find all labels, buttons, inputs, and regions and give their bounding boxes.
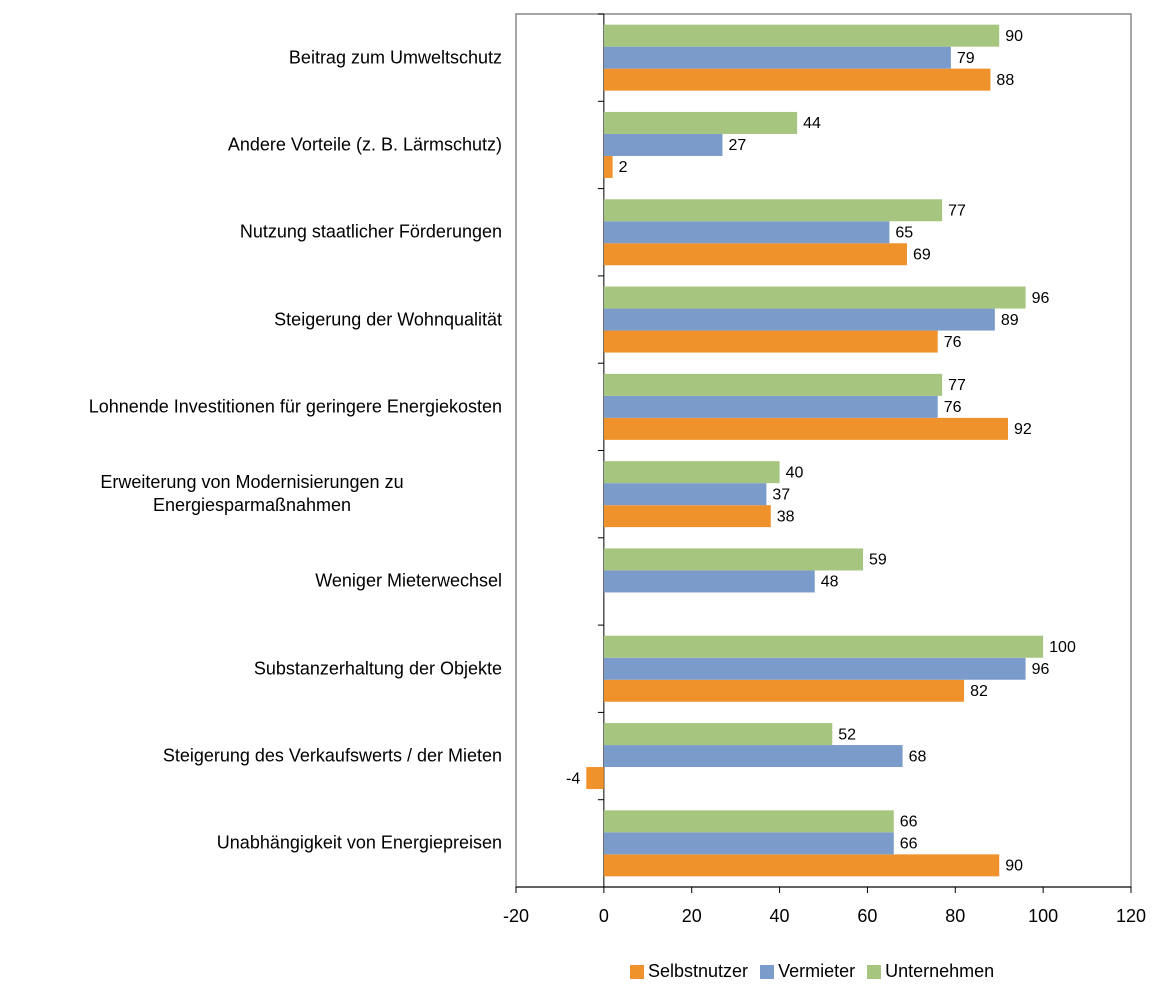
data-label: 89 (1001, 312, 1019, 329)
bar (603, 330, 938, 353)
category-label-box: Nutzung staatlicher Förderungen (2, 221, 502, 244)
data-label: 27 (728, 137, 746, 154)
x-tick-label: 120 (1116, 906, 1146, 926)
data-label: 65 (895, 224, 913, 241)
data-label: 66 (900, 814, 918, 831)
bar (603, 854, 1000, 877)
bar (603, 221, 890, 244)
data-label: -4 (566, 770, 580, 787)
bar (603, 548, 864, 571)
bar (603, 635, 1044, 658)
bar (603, 111, 798, 134)
data-label: 68 (909, 748, 927, 765)
legend-swatch (630, 964, 644, 979)
bar (603, 199, 943, 222)
bar (603, 657, 1026, 680)
data-label: 52 (838, 726, 856, 743)
bar (603, 679, 965, 702)
bar (603, 24, 1000, 47)
x-tick-label: 80 (945, 906, 965, 926)
bar (603, 243, 907, 266)
bar (603, 286, 1026, 309)
category-label-box: Steigerung der Wohnqualität (2, 308, 502, 331)
legend-item: Selbstnutzer (630, 961, 748, 982)
data-label: 96 (1032, 661, 1050, 678)
data-label: 76 (944, 399, 962, 416)
legend-item: Vermieter (760, 961, 855, 982)
category-label-box: Unabhängigkeit von Energiepreisen (2, 832, 502, 855)
bar (603, 570, 815, 593)
data-label: 37 (772, 486, 790, 503)
legend-label: Selbstnutzer (648, 961, 749, 981)
data-label: 90 (1005, 28, 1023, 45)
bar (603, 395, 938, 418)
data-label: 40 (786, 464, 804, 481)
data-label: 90 (1005, 858, 1023, 875)
category-label-box: Substanzerhaltung der Objekte (2, 657, 502, 680)
category-label: Weniger Mieterwechsel (315, 570, 502, 591)
category-label-box: Steigerung des Verkaufswerts / der Miete… (2, 745, 502, 768)
x-tick-label: 0 (599, 906, 609, 926)
legend: Selbstnutzer Vermieter Unternehmen (630, 961, 994, 982)
category-label-box: Beitrag zum Umweltschutz (2, 46, 502, 69)
bar (603, 483, 767, 506)
data-label: 69 (913, 246, 931, 263)
category-label-box: Erweiterung von Modernisierungen zu Ener… (2, 471, 502, 517)
data-label: 92 (1014, 421, 1032, 438)
bar (603, 68, 991, 91)
x-tick-label: -20 (503, 906, 529, 926)
bar (603, 155, 613, 178)
data-label: 96 (1032, 290, 1050, 307)
data-label: 88 (996, 72, 1014, 89)
data-label: 59 (869, 552, 887, 569)
bar (603, 373, 943, 396)
data-label: 44 (803, 115, 821, 132)
bar (603, 832, 894, 855)
category-label-box: Andere Vorteile (z. B. Lärmschutz) (2, 133, 502, 156)
legend-item: Unternehmen (867, 961, 994, 982)
x-tick-label: 20 (682, 906, 702, 926)
category-label-box: Lohnende Investitionen für geringere Ene… (2, 395, 502, 418)
bar (586, 767, 604, 790)
legend-label: Unternehmen (885, 961, 995, 981)
bar (603, 461, 780, 484)
category-label: Steigerung des Verkaufswerts / der Miete… (162, 745, 502, 766)
category-label: Nutzung staatlicher Förderungen (239, 221, 502, 242)
data-label: 100 (1049, 639, 1076, 656)
category-label: Steigerung der Wohnqualität (274, 309, 502, 330)
data-label: 77 (948, 377, 966, 394)
category-label: Unabhängigkeit von Energiepreisen (216, 832, 502, 853)
category-label: Andere Vorteile (z. B. Lärmschutz) (227, 134, 502, 155)
data-label: 77 (948, 202, 966, 219)
category-label: Substanzerhaltung der Objekte (253, 658, 502, 679)
bar (603, 46, 951, 69)
bar (603, 308, 995, 331)
data-label: 48 (821, 574, 839, 591)
data-label: 82 (970, 683, 988, 700)
bar (603, 417, 1008, 440)
data-label: 76 (944, 334, 962, 351)
x-tick-label: 40 (770, 906, 790, 926)
bar (603, 133, 723, 156)
legend-swatch (867, 964, 882, 979)
category-label: Beitrag zum Umweltschutz (288, 47, 502, 68)
category-label-box: Weniger Mieterwechsel (2, 570, 502, 593)
bar (603, 745, 903, 768)
x-tick-label: 100 (1028, 906, 1058, 926)
legend-swatch (760, 964, 775, 979)
data-label: 66 (900, 836, 918, 853)
bar (603, 505, 771, 528)
data-label: 2 (619, 159, 628, 176)
bar (603, 723, 833, 746)
x-tick-label: 60 (857, 906, 877, 926)
category-label: Lohnende Investitionen für geringere Ene… (88, 396, 502, 417)
data-label: 79 (957, 50, 975, 67)
legend-label: Vermieter (778, 961, 856, 981)
category-label: Erweiterung von Modernisierungen zu Ener… (100, 472, 404, 516)
data-label: 38 (777, 508, 795, 525)
bar (603, 810, 894, 833)
